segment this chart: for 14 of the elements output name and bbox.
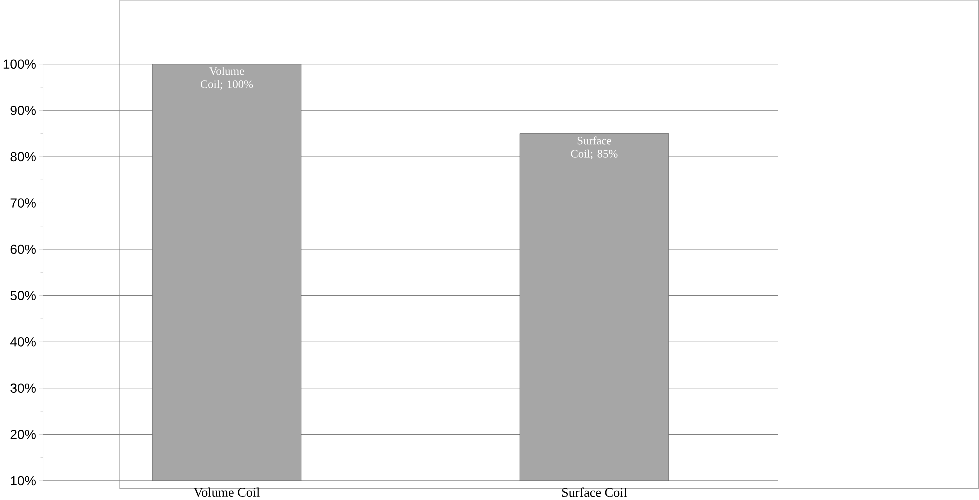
y-tick-label: 60%: [10, 244, 36, 254]
y-tick-label: 100%: [4, 60, 36, 69]
x-tick-label: Surface Coil: [562, 488, 628, 498]
y-tick-label: 80%: [10, 152, 36, 162]
y-tick-label: 90%: [10, 106, 36, 116]
data-label: Surface Coil; 85%: [571, 136, 618, 160]
y-tick-label: 20%: [10, 430, 36, 440]
y-tick-label: 10%: [11, 476, 36, 486]
y-tick-label: 50%: [10, 291, 36, 300]
y-tick-label: 70%: [10, 198, 36, 208]
y-tick-label: 30%: [10, 384, 36, 394]
y-tick-label: 40%: [10, 337, 36, 347]
data-label: Volume Coil; 100%: [200, 67, 254, 90]
x-tick-label: Volume Coil: [194, 488, 260, 498]
